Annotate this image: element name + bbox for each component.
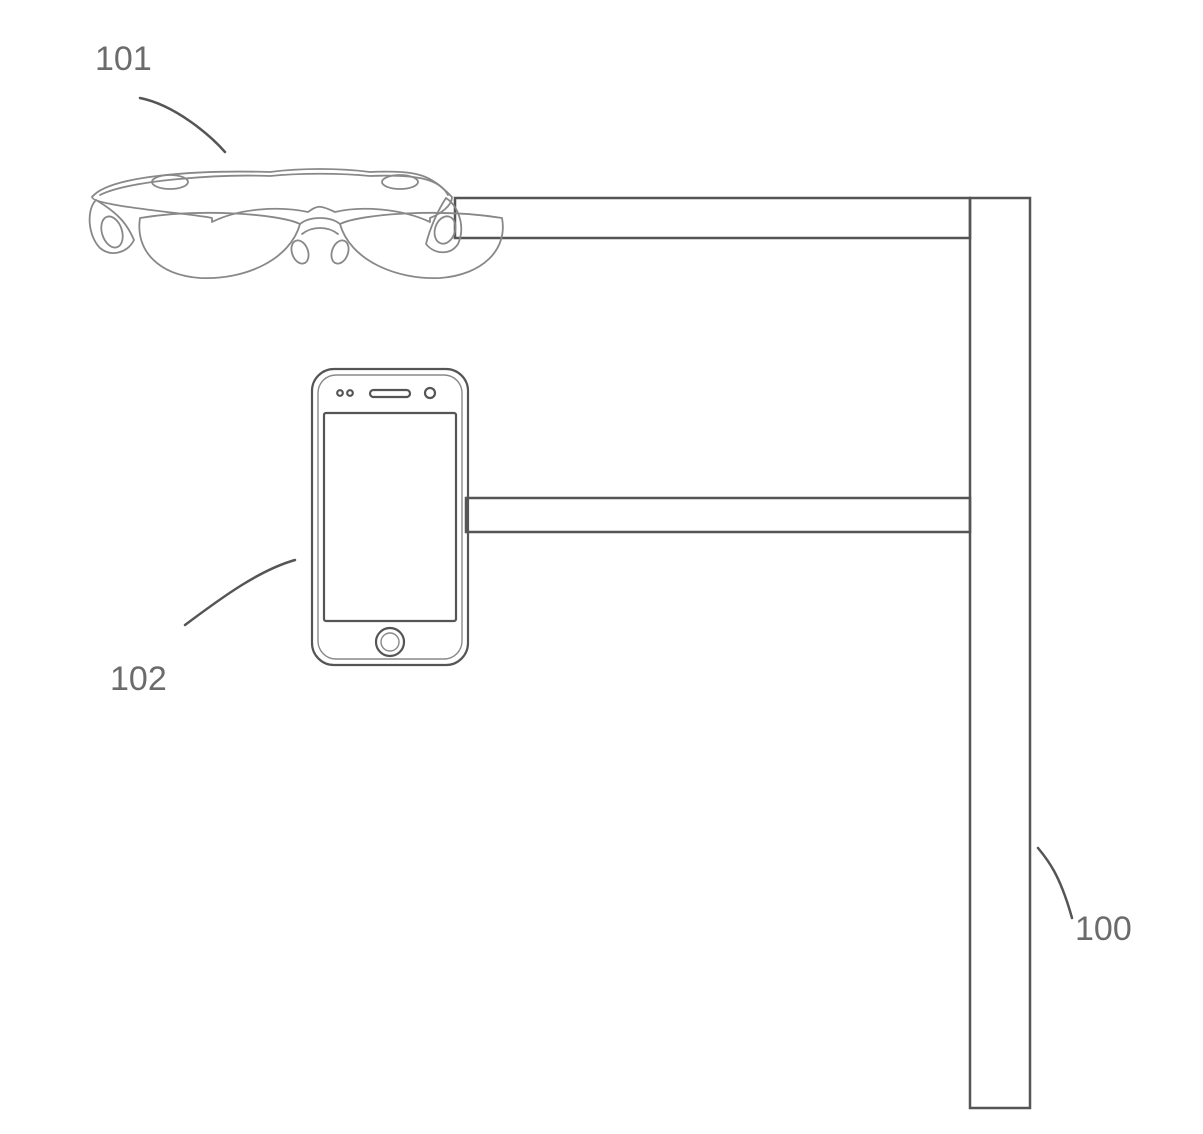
leader-100 bbox=[1038, 848, 1072, 918]
figure-svg bbox=[0, 0, 1203, 1134]
phone-icon bbox=[312, 369, 468, 665]
figure-canvas: 101 102 100 bbox=[0, 0, 1203, 1134]
leader-101 bbox=[140, 98, 225, 152]
leader-102 bbox=[185, 560, 295, 625]
glasses-icon bbox=[90, 169, 503, 278]
leader-lines bbox=[140, 98, 1072, 918]
stand bbox=[455, 198, 1030, 1108]
